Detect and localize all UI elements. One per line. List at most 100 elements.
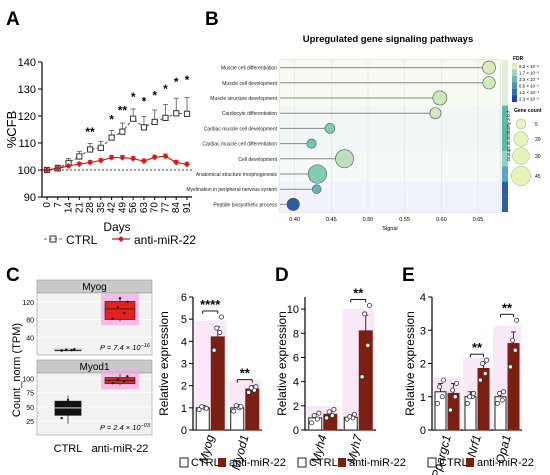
a-legend-marker-anti xyxy=(118,236,124,242)
d-y-tick-label: 4 xyxy=(293,377,299,389)
c-box-anti xyxy=(104,301,136,320)
e-point xyxy=(447,407,453,413)
a-marker-ctrl xyxy=(130,115,137,122)
e-point xyxy=(507,364,513,370)
b-gene-count-circle xyxy=(515,118,527,130)
b-dot xyxy=(335,149,354,169)
c-y-tick-label: 4 xyxy=(181,336,187,348)
c-point xyxy=(217,329,223,335)
e-y-axis-label: Relative expression xyxy=(403,311,417,416)
b-row-band xyxy=(280,196,500,212)
b-category-label: Cardiac muscle cell development xyxy=(204,126,278,132)
c-point xyxy=(233,403,239,409)
c-box-category-anti: anti-miR-22 xyxy=(92,443,149,455)
c-bar-anti xyxy=(245,388,260,431)
a-marker-ctrl xyxy=(183,110,191,117)
a-marker-anti xyxy=(140,158,147,165)
c-box-point xyxy=(73,348,76,351)
e-point xyxy=(480,360,486,366)
c-pvalue-base: P = 2.4 × 10 xyxy=(100,423,141,432)
c-y-tick-label: 75 xyxy=(26,391,34,398)
b-row-band xyxy=(280,166,500,182)
a-y-tick-label: 130 xyxy=(18,84,36,96)
b-fdr-legend-label: 1.2 × 10⁻⁴ xyxy=(519,90,539,95)
e-significance: ** xyxy=(502,300,513,315)
b-group-strip xyxy=(502,75,508,91)
a-marker-anti xyxy=(65,162,72,169)
b-group-strip xyxy=(502,90,508,106)
b-gene-count-title: Gene count xyxy=(514,108,542,114)
a-significance: * xyxy=(163,82,168,96)
c-box-point xyxy=(116,378,120,381)
c-box-point xyxy=(111,317,114,320)
b-dot xyxy=(432,90,448,106)
a-marker-ctrl xyxy=(86,146,94,153)
a-y-axis-label: %CFB xyxy=(4,111,19,149)
b-dot xyxy=(311,184,322,194)
e-y-tick-label: 2 xyxy=(420,359,426,371)
e-point xyxy=(510,337,516,343)
b-row-band xyxy=(280,136,500,152)
c-y-tick-label: 3 xyxy=(181,359,187,371)
d-legend-label-ctrl: CTRL xyxy=(309,457,338,469)
b-x-tick-label: 0.55 xyxy=(399,217,410,223)
a-y-tick-label: 120 xyxy=(18,111,36,123)
b-category-label: Myelination in peripheral nervous system xyxy=(186,187,277,193)
d-y-tick-label: 2 xyxy=(293,401,299,413)
a-marker-anti xyxy=(173,159,180,166)
c-y-tick-label: 25 xyxy=(26,419,34,426)
e-legend-swatch-ctrl xyxy=(427,457,437,468)
b-x-axis-label: Signal xyxy=(382,226,397,232)
a-significance: * xyxy=(174,75,179,89)
d-y-tick-label: 8 xyxy=(293,328,299,340)
d-point xyxy=(326,409,332,415)
c-box-point xyxy=(64,348,68,351)
b-groups-label: Groups at similarity ≥ 0.7 xyxy=(506,110,511,161)
e-point xyxy=(467,394,473,400)
c-y-tick-label: 1 xyxy=(181,403,187,415)
e-point xyxy=(484,357,490,363)
b-fdr-legend-title: FDR xyxy=(513,56,524,62)
a-y-tick-label: 110 xyxy=(18,138,36,150)
d-y-tick-label: 6 xyxy=(293,352,299,364)
d-point xyxy=(351,411,357,417)
c-pvalue: P = 2.4 × 10−03 xyxy=(100,423,151,432)
c-y-tick-label: 100 xyxy=(22,377,34,384)
a-significance: * xyxy=(152,88,157,102)
panel-label-b: B xyxy=(205,9,219,30)
e-legend-label-ctrl: CTRL xyxy=(439,457,468,469)
e-point xyxy=(439,394,445,400)
b-category-label: Peptide biosynthetic process xyxy=(213,202,277,208)
a-marker-anti xyxy=(162,153,169,160)
a-x-tick-label: 91 xyxy=(182,202,193,214)
a-marker-ctrl xyxy=(97,144,104,151)
b-group-strip xyxy=(502,60,508,76)
a-significance: ** xyxy=(118,103,128,117)
b-dot xyxy=(307,164,327,184)
e-point xyxy=(452,394,458,400)
e-point xyxy=(494,400,500,406)
c-significance: **** xyxy=(200,297,221,312)
a-x-tick-label: 0 xyxy=(42,202,53,208)
b-row-band xyxy=(280,181,500,197)
d-point xyxy=(311,412,317,418)
c-box-point xyxy=(126,375,129,378)
b-group-strip xyxy=(502,181,508,197)
c-box-point xyxy=(116,305,120,309)
a-x-tick-label: 7 xyxy=(53,202,64,208)
e-y-tick-label: 3 xyxy=(420,325,426,337)
e-point xyxy=(477,377,483,383)
a-significance: * xyxy=(109,113,114,127)
c-pvalue-exponent: −16 xyxy=(141,343,151,349)
a-significance: * xyxy=(131,90,136,104)
b-fdr-legend-label: 2.3 × 10⁻⁵ xyxy=(519,97,539,102)
b-dot xyxy=(306,138,317,149)
a-marker-ctrl xyxy=(162,114,169,121)
a-x-tick-label: 28 xyxy=(85,202,96,214)
e-point xyxy=(514,317,520,323)
c-box-point xyxy=(66,398,70,402)
b-fdr-legend-label: 6.6 × 10⁻⁵ xyxy=(519,84,539,89)
d-y-axis-label: Relative expression xyxy=(275,311,289,416)
